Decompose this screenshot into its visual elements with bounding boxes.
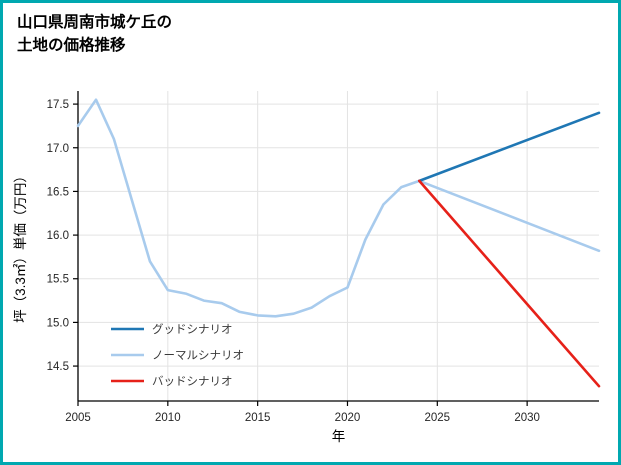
legend-label-bad-scenario: バッドシナリオ (152, 375, 233, 388)
y-tick-label: 15.0 (47, 317, 69, 329)
y-tick-label: 15.5 (47, 274, 69, 286)
chart-title: 山口県周南市城ケ丘の 土地の価格推移 (17, 11, 172, 58)
y-tick-label: 16.5 (47, 186, 69, 198)
x-tick-label: 2030 (514, 412, 540, 424)
x-tick-label: 2005 (65, 412, 91, 424)
chart-svg: 2005 2010 2015 2020 2025 2030 14.5 15.0 15.5 16.0… (13, 91, 601, 444)
series-line-good-scenario (417, 111, 601, 183)
y-tick-label: 17.5 (47, 99, 69, 111)
y-axis-label: 坪（3.3㎡）単価（万円） (13, 169, 28, 323)
legend-label-good-scenario: グッドシナリオ (152, 322, 233, 336)
legend-label-normal-scenario: ノーマルシナリオ (152, 349, 244, 362)
x-tick-label: 2025 (425, 412, 451, 424)
y-tick-label: 14.5 (47, 361, 69, 373)
x-tick-label: 2015 (245, 412, 271, 424)
series-line-normal-scenario (76, 98, 601, 318)
series-line-bad-scenario (417, 179, 601, 388)
x-tick-label: 2020 (335, 412, 361, 424)
y-tick-label: 17.0 (47, 143, 69, 155)
x-tick-label: 2010 (155, 412, 181, 424)
chart-title-line2: 土地の価格推移 (17, 37, 126, 55)
y-tick-label: 16.0 (47, 230, 69, 242)
x-axis-label: 年 (332, 429, 346, 444)
chart-title-line1: 山口県周南市城ケ丘の (17, 14, 173, 31)
